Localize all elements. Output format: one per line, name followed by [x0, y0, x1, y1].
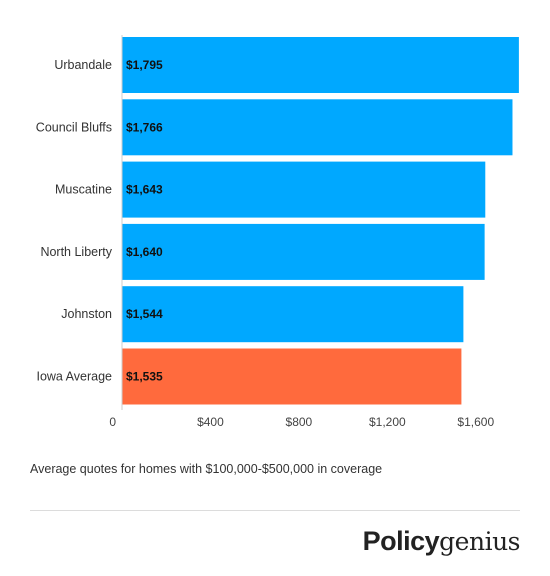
category-label: North Liberty [40, 245, 112, 259]
x-tick-label: $1,200 [369, 415, 406, 429]
bar-1 [122, 37, 519, 93]
value-label: $1,535 [126, 370, 163, 384]
category-label: Urbandale [54, 58, 112, 72]
category-label: Council Bluffs [36, 120, 112, 134]
bar-2 [122, 99, 513, 156]
x-tick-label: 0 [109, 415, 116, 429]
value-label: $1,766 [126, 120, 163, 134]
bar-6 [122, 348, 462, 405]
category-label: Johnston [61, 307, 112, 321]
bar-4 [122, 223, 485, 280]
x-tick-label: $800 [286, 415, 313, 429]
policygenius-logo: Policygenius [362, 526, 521, 557]
x-tick-label: $1,600 [457, 415, 494, 429]
value-label: $1,640 [126, 245, 163, 259]
logo-light-text: genius [439, 527, 520, 556]
category-label: Muscatine [55, 183, 112, 197]
footer-divider [30, 510, 520, 511]
logo-strong-text: Policy [362, 526, 440, 556]
bar-chart: Urbandale $1,795 Council Bluffs $1,766 Musca… [36, 35, 519, 429]
x-tick-label: $400 [197, 415, 224, 429]
value-label: $1,795 [126, 58, 163, 72]
chart-caption: Average quotes for homes with $100,000-$… [30, 462, 383, 476]
bar-3 [122, 161, 486, 218]
value-label: $1,643 [126, 183, 163, 197]
bar-5 [122, 286, 464, 343]
value-label: $1,544 [126, 307, 163, 321]
category-label: Iowa Average [36, 370, 112, 384]
